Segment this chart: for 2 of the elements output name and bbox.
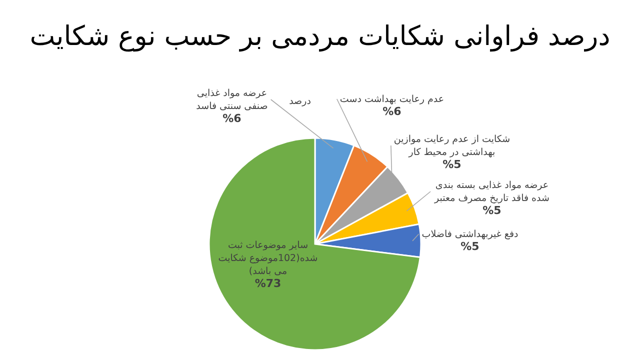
title: درصد فراوانی شکایات مردمی بر حسب نوع شکایت: [30, 21, 610, 52]
legend-title: درصد: [289, 96, 311, 107]
